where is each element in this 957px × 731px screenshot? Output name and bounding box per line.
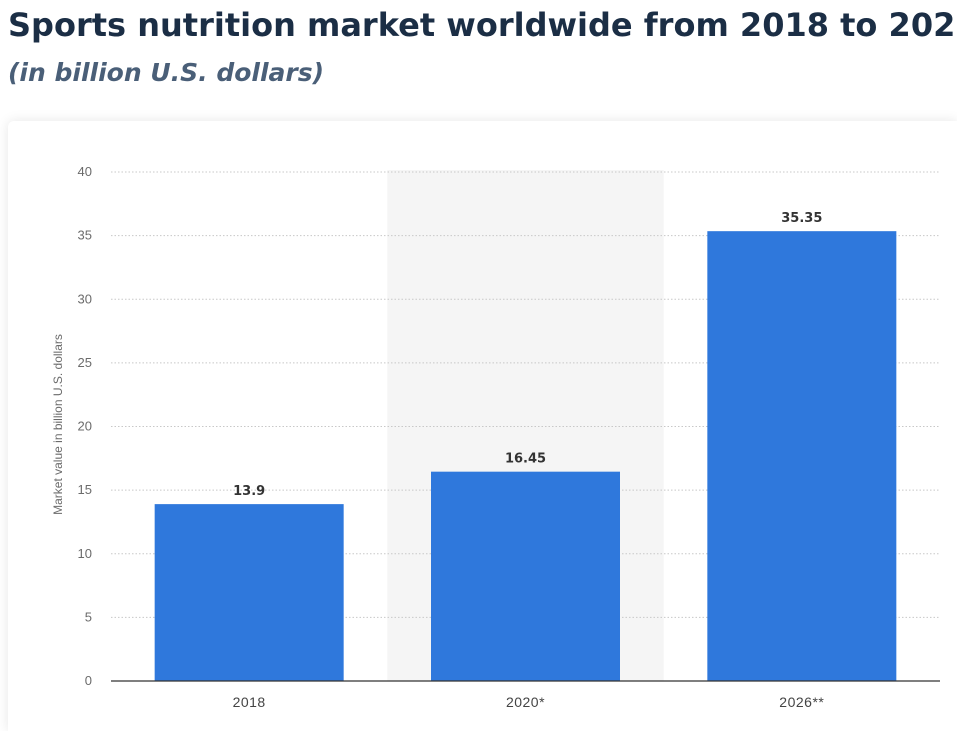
y-tick-label: 30 <box>78 291 92 306</box>
chart-title: Sports nutrition market worldwide from 2… <box>8 6 957 44</box>
bar-2018[interactable] <box>154 504 344 681</box>
y-tick-label: 40 <box>78 164 92 179</box>
y-tick-label: 20 <box>78 419 92 434</box>
chart-card: 0 5 10 15 20 25 30 35 40 13.9 2018 16.45 2020* 35.35 2… <box>8 121 957 731</box>
y-tick-label: 15 <box>78 482 92 497</box>
x-category-label: 2026** <box>779 694 824 710</box>
bar-2026[interactable] <box>707 231 897 681</box>
value-label: 16.45 <box>505 452 546 467</box>
value-label: 35.35 <box>781 211 822 226</box>
value-label: 13.9 <box>233 484 265 499</box>
y-tick-label: 0 <box>85 673 92 688</box>
y-axis-label: Market value in billion U.S. dollars <box>51 334 65 515</box>
y-tick-label: 35 <box>78 228 92 243</box>
chart-subtitle: (in billion U.S. dollars) <box>8 58 325 87</box>
x-category-label: 2018 <box>233 694 266 710</box>
bar-chart: 0 5 10 15 20 25 30 35 40 13.9 2018 16.45 2020* 35.35 2… <box>51 164 940 710</box>
bar-2020[interactable] <box>431 471 620 681</box>
y-tick-label: 25 <box>78 355 92 370</box>
y-tick-label: 5 <box>85 609 92 624</box>
x-category-label: 2020* <box>506 694 545 710</box>
y-tick-label: 10 <box>78 546 92 561</box>
